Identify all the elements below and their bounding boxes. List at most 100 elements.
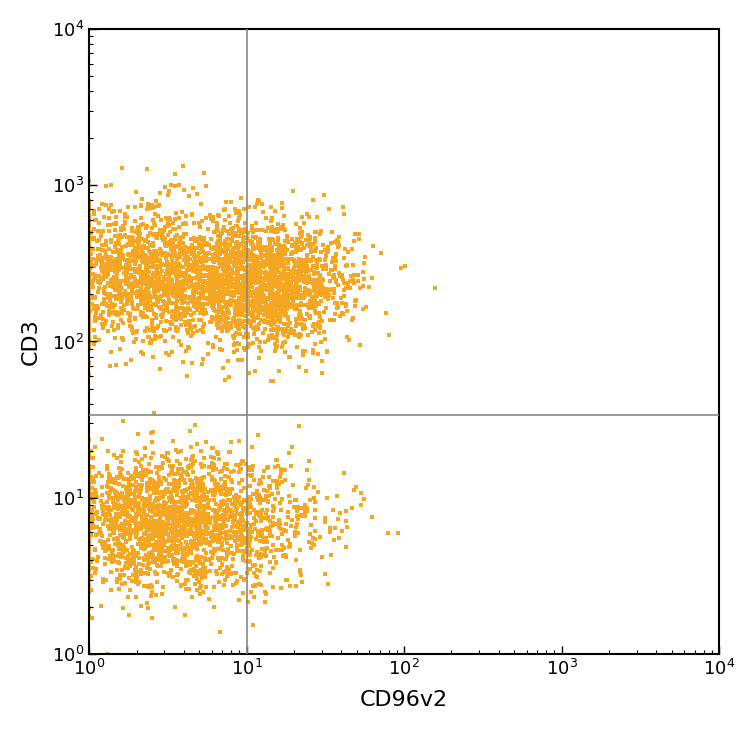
Point <box>268 267 280 279</box>
Point <box>197 492 209 504</box>
Point <box>225 234 237 246</box>
Point <box>127 263 139 275</box>
Point <box>174 302 186 314</box>
Point <box>280 311 293 322</box>
Point <box>308 285 321 297</box>
Point <box>178 508 191 520</box>
Point <box>83 293 95 305</box>
Point <box>238 315 250 327</box>
Point <box>136 275 148 287</box>
Point <box>332 301 344 313</box>
Point <box>185 545 197 556</box>
Point <box>181 246 193 258</box>
Point <box>87 519 99 531</box>
Point <box>91 276 104 288</box>
Point <box>140 510 152 522</box>
Point <box>209 264 222 276</box>
Point <box>277 246 290 257</box>
Point <box>114 280 126 292</box>
Point <box>229 250 241 262</box>
Point <box>179 316 191 327</box>
Point <box>83 506 95 518</box>
Point <box>288 325 300 336</box>
Point <box>163 273 175 284</box>
Point <box>302 255 314 267</box>
Point <box>172 477 184 488</box>
Point <box>301 308 313 320</box>
Point <box>226 483 238 495</box>
Point <box>256 224 268 236</box>
Point <box>164 261 176 273</box>
Point <box>314 279 326 291</box>
Point <box>238 283 250 295</box>
Point <box>254 287 266 299</box>
Point <box>133 247 145 259</box>
Point <box>247 311 259 323</box>
Point <box>182 507 194 519</box>
Point <box>167 539 179 550</box>
Point <box>286 234 298 246</box>
Point <box>83 460 95 471</box>
Point <box>152 249 164 260</box>
Point <box>176 289 188 300</box>
Point <box>240 281 253 292</box>
Point <box>268 338 280 349</box>
Point <box>200 292 212 303</box>
Point <box>184 548 197 559</box>
Point <box>141 322 153 333</box>
Point <box>212 294 225 306</box>
Point <box>187 182 199 194</box>
Point <box>241 300 253 311</box>
Point <box>208 304 220 316</box>
Point <box>296 299 308 311</box>
Point <box>132 501 144 513</box>
Point <box>191 298 203 309</box>
Point <box>295 330 307 341</box>
Point <box>299 365 311 376</box>
Point <box>243 549 256 561</box>
Point <box>106 276 118 288</box>
Point <box>83 213 95 224</box>
Point <box>168 525 180 537</box>
Point <box>119 208 132 219</box>
Point <box>156 227 169 238</box>
Point <box>295 267 307 279</box>
Point <box>287 292 299 304</box>
Point <box>130 446 142 458</box>
Point <box>112 284 124 295</box>
Point <box>344 276 356 287</box>
Point <box>296 576 308 588</box>
Point <box>236 455 248 466</box>
Point <box>253 194 265 205</box>
Point <box>246 242 259 254</box>
Point <box>104 550 116 561</box>
Point <box>275 294 287 306</box>
Point <box>139 535 151 547</box>
Point <box>199 251 211 262</box>
Point <box>278 304 290 316</box>
Point <box>281 312 293 324</box>
Point <box>303 254 315 266</box>
Point <box>172 529 184 540</box>
Point <box>253 240 265 252</box>
Point <box>156 450 169 462</box>
Point <box>167 512 179 523</box>
Point <box>300 265 312 277</box>
Point <box>308 275 320 287</box>
Point <box>88 488 101 499</box>
Point <box>156 531 169 542</box>
Point <box>105 179 117 191</box>
Point <box>111 550 123 561</box>
Point <box>298 265 310 276</box>
Point <box>212 446 224 458</box>
Point <box>256 526 268 538</box>
Point <box>130 591 142 602</box>
Point <box>290 554 302 566</box>
Point <box>150 271 162 283</box>
Point <box>83 497 95 509</box>
Point <box>265 202 277 213</box>
Point <box>109 477 121 489</box>
Point <box>83 238 95 250</box>
Point <box>315 295 327 307</box>
Point <box>83 506 95 518</box>
